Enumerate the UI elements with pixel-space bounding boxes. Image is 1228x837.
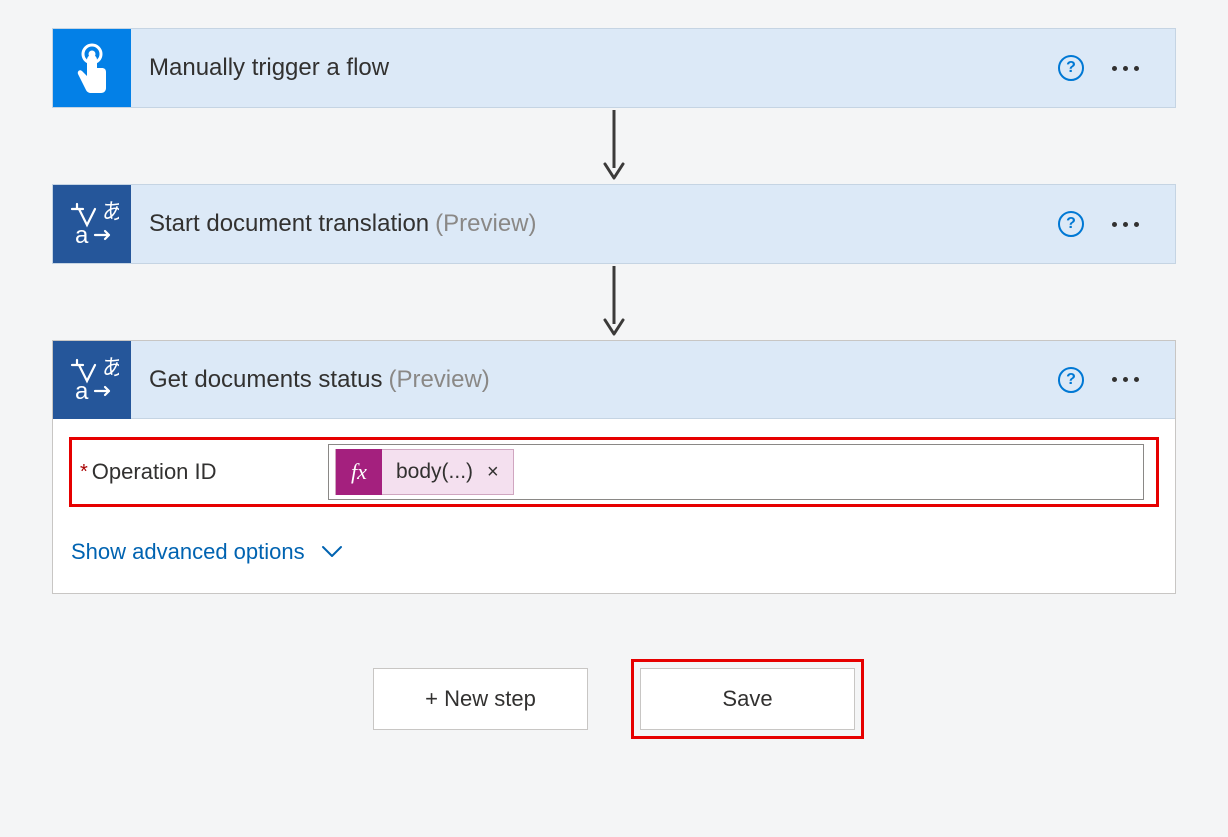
step-title-text: Manually trigger a flow [149, 54, 389, 82]
chevron-down-icon [321, 545, 343, 559]
step-preview-tag: (Preview) [435, 210, 536, 238]
step-preview-tag: (Preview) [388, 366, 489, 394]
step-body: * Operation ID fx body(...) × [53, 419, 1175, 593]
flow-canvas: Manually trigger a flow ? [0, 28, 1228, 730]
footer-buttons: + New step Save [373, 668, 855, 730]
save-label: Save [722, 686, 772, 712]
help-icon[interactable]: ? [1058, 211, 1084, 237]
fx-icon: fx [336, 449, 382, 495]
step-title-text: Start document translation [149, 210, 429, 238]
param-row-operation-id: * Operation ID fx body(...) × [69, 437, 1159, 507]
help-glyph: ? [1066, 59, 1076, 77]
step-header-translate: あ a Start document translation (Preview)… [53, 185, 1175, 263]
new-step-label: + New step [425, 686, 536, 712]
step-card-translate[interactable]: あ a Start document translation (Preview)… [52, 184, 1176, 264]
fx-glyph: fx [351, 459, 367, 485]
step-title-text: Get documents status [149, 366, 382, 394]
param-label-text: Operation ID [92, 459, 217, 485]
step-header-status[interactable]: あ a Get documents status (Preview) ? [53, 341, 1175, 419]
save-button[interactable]: Save [640, 668, 855, 730]
help-glyph: ? [1066, 215, 1076, 233]
show-advanced-options[interactable]: Show advanced options [69, 539, 1159, 565]
svg-text:あ: あ [102, 355, 119, 380]
param-input: fx body(...) × [328, 444, 1156, 500]
new-step-button[interactable]: + New step [373, 668, 588, 730]
step-title: Manually trigger a flow [131, 54, 1058, 82]
step-title: Get documents status (Preview) [131, 366, 1058, 394]
step-card-status: あ a Get documents status (Preview) ? [52, 340, 1176, 594]
svg-text:あ: あ [102, 199, 119, 224]
step-header-trigger: Manually trigger a flow ? [53, 29, 1175, 107]
more-icon[interactable] [1112, 222, 1139, 227]
close-icon[interactable]: × [483, 461, 503, 484]
more-icon[interactable] [1112, 377, 1139, 382]
help-icon[interactable]: ? [1058, 55, 1084, 81]
step-actions: ? [1058, 55, 1175, 81]
expression-token[interactable]: fx body(...) × [335, 449, 514, 495]
expression-text: body(...) [396, 460, 473, 484]
more-icon[interactable] [1112, 66, 1139, 71]
step-actions: ? [1058, 367, 1175, 393]
step-actions: ? [1058, 211, 1175, 237]
advanced-label: Show advanced options [71, 539, 305, 565]
operation-id-input[interactable]: fx body(...) × [328, 444, 1144, 500]
svg-text:a: a [75, 378, 89, 405]
param-label: * Operation ID [72, 459, 328, 485]
step-card-trigger[interactable]: Manually trigger a flow ? [52, 28, 1176, 108]
arrow-connector [602, 108, 626, 184]
help-icon[interactable]: ? [1058, 367, 1084, 393]
required-marker: * [80, 461, 88, 484]
svg-text:a: a [75, 222, 89, 249]
step-title: Start document translation (Preview) [131, 210, 1058, 238]
help-glyph: ? [1066, 371, 1076, 389]
translate-icon: あ a [53, 341, 131, 419]
translate-icon: あ a [53, 185, 131, 263]
arrow-connector [602, 264, 626, 340]
tap-icon [53, 29, 131, 107]
